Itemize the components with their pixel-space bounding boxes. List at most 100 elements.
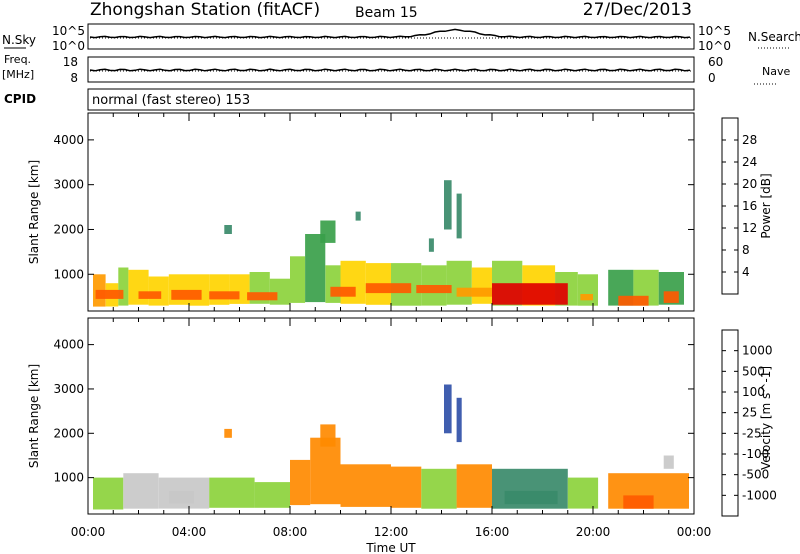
velocity-cells [93, 384, 689, 510]
power-cell [128, 269, 149, 305]
power-cell [209, 291, 240, 300]
date-label: 27/Dec/2013 [583, 0, 692, 20]
colorbar-tick-label: -1000 [742, 488, 777, 502]
nave-tick-bottom: 0 [708, 71, 716, 85]
colorbar-tick-label: -25 [742, 426, 762, 440]
y-tick-label: 4000 [53, 133, 84, 147]
power-cell [340, 260, 366, 304]
power-cell [305, 234, 326, 303]
x-tick-label: 12:00 [374, 525, 409, 539]
power-cell [95, 289, 124, 299]
y-tick-label: 1000 [53, 267, 84, 281]
y-tick-label: 2000 [53, 223, 84, 237]
power-cell [580, 294, 593, 301]
x-tick-label: 20:00 [576, 525, 611, 539]
nsky-trace [89, 28, 691, 39]
x-tick-label: 16:00 [475, 525, 510, 539]
power-colorbar: 28 24 20 16 12 8 4 Power [dB] [721, 117, 773, 295]
power-cell [171, 289, 202, 300]
colorbar-tick-label: 100 [742, 385, 765, 399]
velocity-cell [254, 482, 290, 508]
velocity-cell [391, 466, 422, 508]
colorbar-tick-label: 25 [742, 406, 757, 420]
velocity-colorbar-label: Velocity [m s^-1] [759, 366, 773, 470]
power-panel: Slant Range [km] 4000 3000 2000 1000 [27, 112, 695, 312]
colorbar-tick-label: -500 [742, 468, 769, 482]
velocity-xticks: 00:00 04:00 08:00 12:00 16:00 20:00 00:00 [71, 318, 712, 539]
cpid-panel: CPID normal (fast stereo) 153 [4, 88, 695, 111]
nsearch-tick-top: 10^5 [698, 24, 731, 38]
velocity-cell [168, 490, 195, 504]
colorbar-tick-label: 16 [742, 199, 757, 213]
power-xticks [87, 113, 695, 311]
velocity-cell [209, 477, 255, 508]
power-cell [148, 276, 169, 306]
colorbar-tick-label: 1000 [742, 344, 773, 358]
power-cell [618, 295, 649, 306]
cpid-text: normal (fast stereo) 153 [92, 93, 250, 108]
velocity-colorbar: 1000 500 100 25 -25 -100 -500 -1000 Velocity [m… [721, 329, 777, 517]
colorbar-tick-label: 4 [742, 265, 750, 279]
power-cell [428, 238, 434, 252]
beam-label: Beam 15 [355, 5, 418, 21]
power-yticks: 4000 3000 2000 1000 [53, 133, 694, 281]
freq-unit: [MHz] [2, 68, 34, 81]
power-cell [416, 285, 452, 294]
freq-panel: Freq. [MHz] 18 8 60 0 Nave [2, 53, 790, 85]
nsky-tick-top: 10^5 [52, 24, 85, 38]
x-tick-label: 00:00 [71, 525, 106, 539]
y-tick-label: 4000 [53, 338, 84, 352]
nsearch-label: N.Search [748, 30, 800, 44]
nave-label: Nave [762, 65, 790, 78]
power-cell [325, 265, 341, 303]
power-cell [247, 292, 278, 301]
power-cell [444, 180, 452, 230]
nsky-label: N.Sky [2, 33, 36, 47]
velocity-cell [320, 424, 336, 447]
nsearch-tick-bottom: 10^0 [698, 39, 731, 53]
x-tick-label: 04:00 [172, 525, 207, 539]
cpid-label: CPID [4, 92, 36, 106]
velocity-yticks: 4000 3000 2000 1000 [53, 338, 694, 485]
power-cell [209, 274, 230, 305]
y-tick-label: 3000 [53, 382, 84, 396]
colorbar-tick-label: 8 [742, 243, 750, 257]
y-tick-label: 2000 [53, 426, 84, 440]
power-cell [471, 267, 492, 304]
power-cell [330, 286, 356, 297]
power-cell [290, 256, 306, 303]
colorbar-tick-label: 500 [742, 364, 765, 378]
x-tick-label: 08:00 [273, 525, 308, 539]
velocity-cell [310, 437, 341, 505]
power-cell [229, 274, 250, 304]
freq-tick-bottom: 8 [70, 71, 78, 85]
velocity-cell [663, 455, 674, 469]
colorbar-tick-label: 20 [742, 177, 757, 191]
velocity-cell [224, 428, 232, 438]
velocity-cell [93, 477, 124, 510]
power-cell [663, 291, 679, 303]
nsky-tick-bottom: 10^0 [52, 39, 85, 53]
power-ylabel: Slant Range [km] [27, 160, 41, 264]
power-cell [365, 283, 412, 294]
x-tick-label: 00:00 [677, 525, 712, 539]
freq-tick-top: 18 [63, 55, 78, 69]
power-cell [446, 260, 472, 305]
power-cells [93, 180, 684, 307]
power-cell [577, 274, 598, 306]
velocity-cell [456, 464, 492, 508]
velocity-cell [623, 495, 654, 509]
power-colorbar-label: Power [dB] [759, 173, 773, 238]
velocity-cell [504, 490, 558, 505]
time-axis-label: Time UT [365, 541, 416, 554]
power-cell [355, 211, 361, 221]
nave-tick-top: 60 [708, 55, 723, 69]
power-cell [138, 291, 162, 299]
power-cell [456, 287, 492, 297]
colorbar-tick-label: 28 [742, 133, 757, 147]
colorbar-tick-label: 12 [742, 221, 757, 235]
nsky-panel: N.Sky 10^5 10^0 10^5 10^0 N.Search [2, 23, 800, 53]
y-tick-label: 1000 [53, 471, 84, 485]
velocity-cell [456, 397, 462, 443]
velocity-cell [444, 384, 452, 434]
